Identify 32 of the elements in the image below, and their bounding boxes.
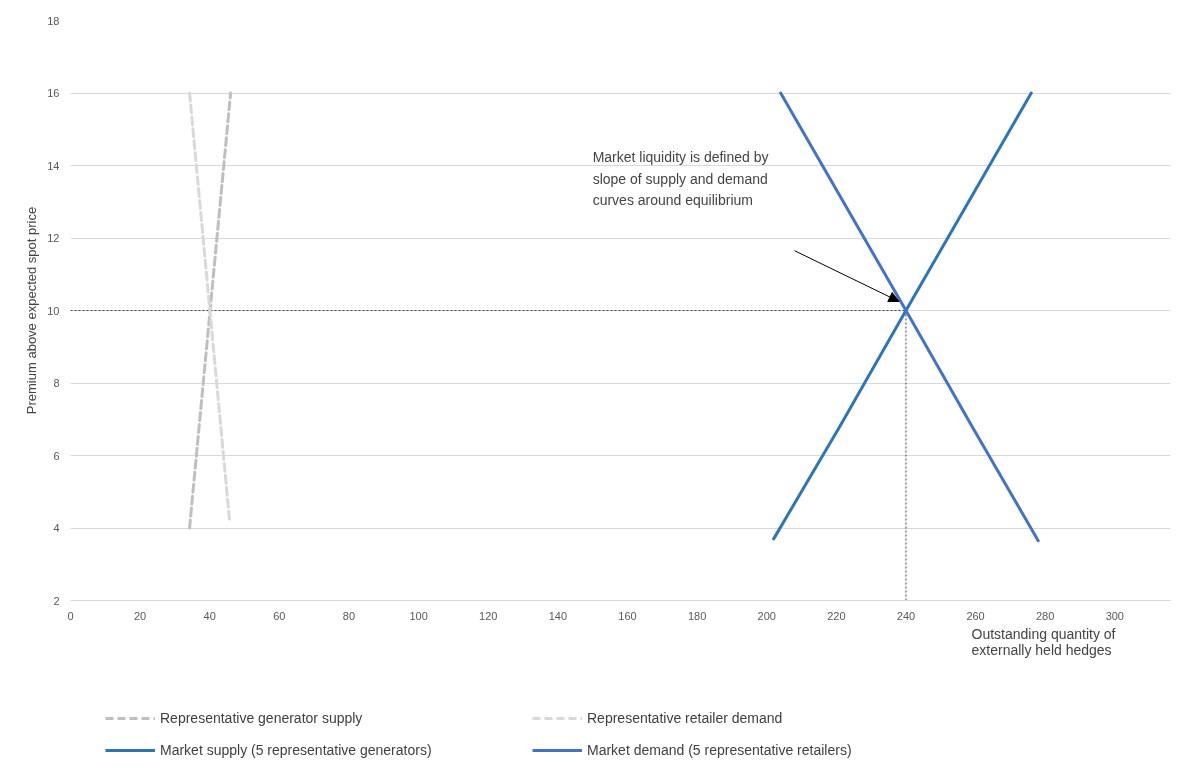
x-tick-label: 20	[134, 609, 147, 622]
legend-label: Market demand (5 representative retailers)	[587, 742, 853, 758]
x-tick-label: 180	[687, 609, 707, 622]
x-tick-label: 260	[966, 609, 985, 622]
legend-label: Representative generator supply	[160, 710, 364, 726]
y-tick-label: 8	[53, 377, 60, 389]
x-tick-label: 140	[548, 609, 568, 622]
x-tick-label: 80	[342, 609, 356, 622]
y-tick-label: 6	[53, 449, 60, 462]
x-tick-label: 40	[203, 609, 216, 622]
x-tick-label: 200	[757, 609, 776, 622]
legend-label: Market supply (5 representative generators)	[160, 742, 433, 758]
y-tick-label: 14	[47, 159, 60, 172]
y-tick-label: 4	[53, 522, 60, 534]
y-tick-label: 2	[53, 594, 60, 607]
x-tick-label: 280	[1036, 609, 1055, 622]
legend-label: Representative retailer demand	[587, 710, 784, 726]
x-axis-title: Outstanding quantity of externally held hedges	[971, 625, 1116, 658]
y-axis-title: Premium above expected spot price	[24, 206, 40, 415]
x-tick-label: 160	[618, 609, 637, 622]
y-tick-label: 12	[47, 232, 60, 244]
y-tick-label: 10	[47, 304, 60, 317]
x-tick-label: 100	[409, 609, 428, 622]
y-tick-label: 16	[47, 87, 60, 99]
annotation: Market liquidity is defined by slope of supply and demand curves around equilibrium	[592, 149, 769, 209]
y-tick-label: 18	[47, 14, 60, 27]
x-tick-label: 220	[827, 609, 846, 622]
x-tick-label: 60	[273, 609, 286, 622]
x-tick-label: 120	[479, 609, 498, 622]
x-tick-label: 240	[896, 609, 916, 622]
x-tick-label: 0	[67, 609, 74, 622]
x-tick-label: 300	[1105, 609, 1124, 622]
